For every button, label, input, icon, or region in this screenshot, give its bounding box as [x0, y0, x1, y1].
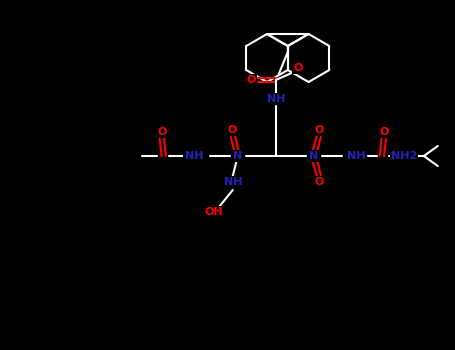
- Text: O: O: [293, 63, 303, 73]
- Text: O: O: [246, 75, 255, 85]
- Text: NH: NH: [347, 151, 365, 161]
- Text: N: N: [233, 151, 243, 161]
- Text: OH: OH: [204, 207, 223, 217]
- Text: N: N: [309, 151, 318, 161]
- Text: NH2: NH2: [391, 151, 417, 161]
- Text: O: O: [314, 177, 324, 187]
- Text: O: O: [227, 125, 237, 135]
- Text: NH: NH: [267, 94, 285, 104]
- Text: O: O: [314, 125, 324, 135]
- Text: O: O: [157, 127, 167, 137]
- Text: O: O: [379, 127, 389, 137]
- Text: NH: NH: [223, 177, 242, 187]
- Text: NH: NH: [185, 151, 203, 161]
